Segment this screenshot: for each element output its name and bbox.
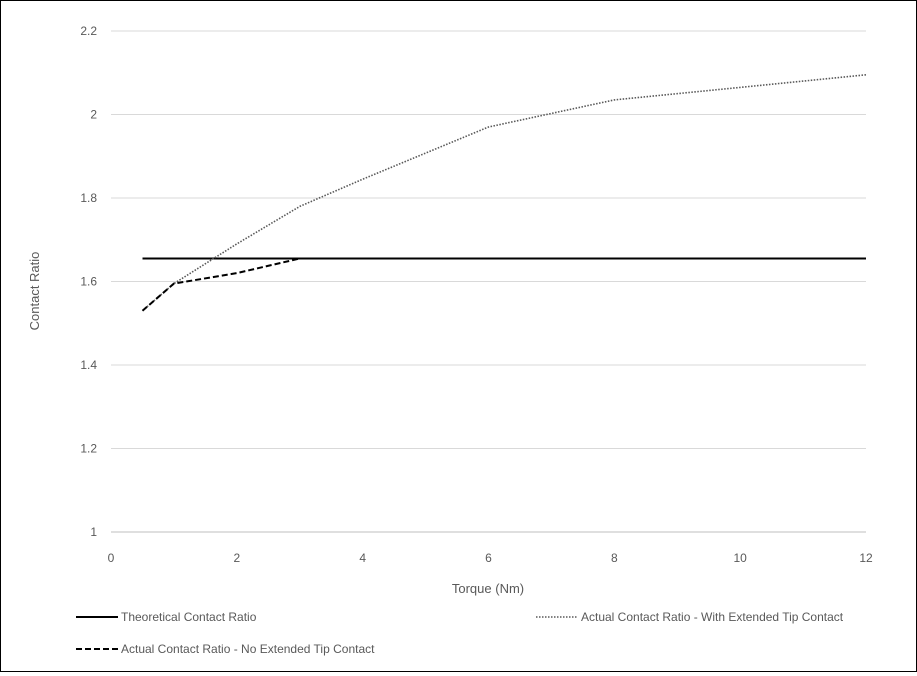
y-axis-title: Contact Ratio <box>27 252 42 331</box>
y-tick-label: 2.2 <box>80 24 97 38</box>
legend-label-3: Actual Contact Ratio - No Extended Tip C… <box>121 642 375 656</box>
x-tick-label: 8 <box>611 551 618 565</box>
x-tick-label: 6 <box>485 551 492 565</box>
x-tick-label: 12 <box>859 551 873 565</box>
series-line-2 <box>141 74 867 312</box>
x-tick-label: 2 <box>233 551 240 565</box>
x-tick-label: 0 <box>108 551 115 565</box>
y-tick-label: 1 <box>90 525 97 539</box>
y-tick-label: 2 <box>90 108 97 122</box>
y-tick-label: 1.6 <box>80 275 97 289</box>
x-axis-title: Torque (Nm) <box>452 581 524 596</box>
legend-label-2: Actual Contact Ratio - With Extended Tip… <box>581 610 844 624</box>
legend-label-1: Theoretical Contact Ratio <box>121 610 257 624</box>
y-tick-label: 1.2 <box>80 442 97 456</box>
x-tick-label: 4 <box>359 551 366 565</box>
x-tick-label: 10 <box>733 551 747 565</box>
y-tick-label: 1.4 <box>80 358 97 372</box>
series-line-3 <box>141 257 866 312</box>
y-tick-label: 1.8 <box>80 191 97 205</box>
